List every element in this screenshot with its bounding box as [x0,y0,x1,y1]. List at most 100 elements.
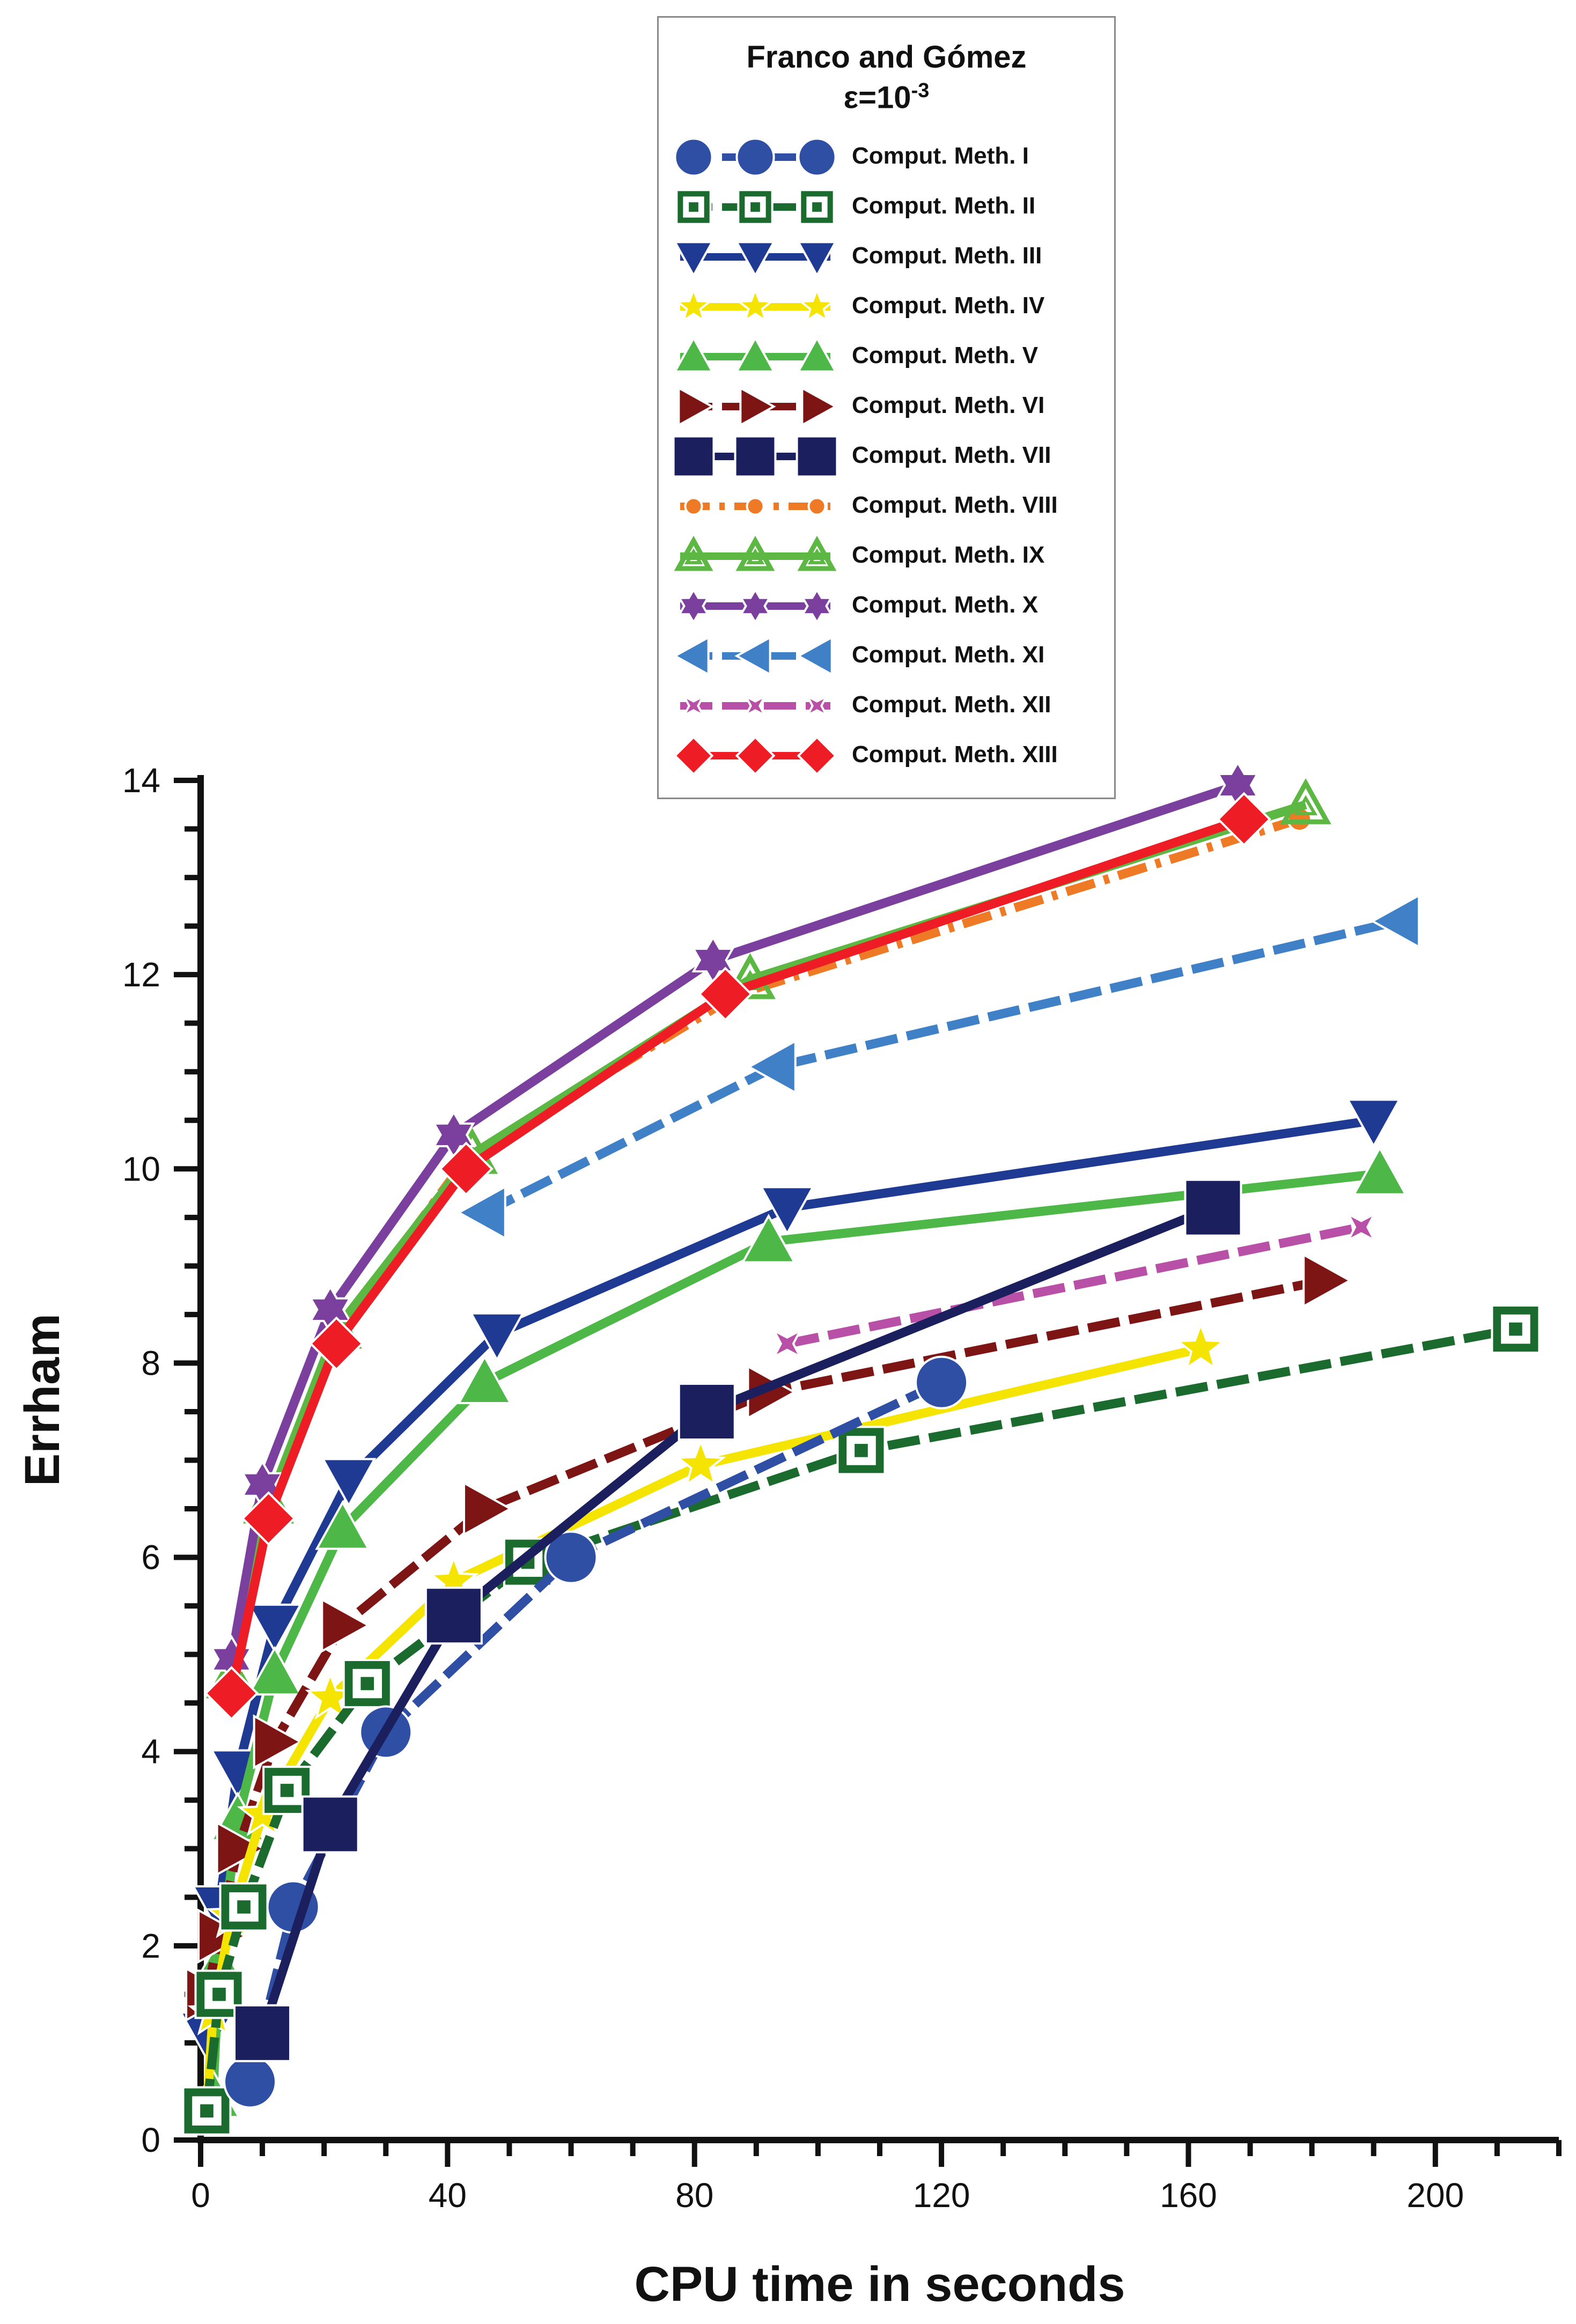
data-point [457,1354,512,1405]
x-tick-label: 160 [1160,2176,1217,2215]
legend-label: Comput. Meth. IV [852,292,1045,319]
legend-entry: Comput. Meth. IX [659,532,1114,582]
legend-swatch [680,497,830,516]
y-axis-label: Errham [15,1314,70,1486]
legend-label: Comput. Meth. XII [852,691,1051,718]
data-point [1280,778,1331,824]
series-12 [771,1211,1377,1360]
legend-marker [807,497,827,516]
legend-entry: Comput. Meth. V [659,333,1114,382]
legend-label: Comput. Meth. XIII [852,741,1058,768]
legend-title: Franco and Gómez [746,40,1027,75]
x-tick-label: 80 [675,2176,713,2215]
legend-marker [739,587,771,625]
data-point [698,967,753,1022]
data-point [321,1597,371,1653]
data-point [204,1666,259,1721]
legend-label: Comput. Meth. V [852,342,1039,368]
data-point [1491,1304,1541,1354]
legend-label: Comput. Meth. IX [852,542,1045,568]
data-point [1352,1146,1408,1196]
legend-label: Comput. Meth. VI [852,392,1045,418]
data-point [1370,894,1420,949]
series-line [786,1222,1363,1348]
data-point [1217,792,1271,847]
y-tick-label: 8 [141,1344,160,1382]
legend-entry: Comput. Meth. III [659,233,1114,283]
legend-label: Comput. Meth. III [852,242,1042,269]
axes: 0 2 4 6 8 10 12 14 0 40 80 120 160 200 [122,761,1562,2215]
series-13 [204,792,1271,1721]
legend-label: Comput. Meth. X [852,592,1039,618]
legend-label: Comput. Meth. VII [852,442,1051,468]
x-tick-label: 40 [429,2176,467,2215]
legend-swatch [673,336,837,373]
legend-entry: Comput. Meth. IV [659,283,1114,333]
data-point [456,1185,506,1241]
data-point [469,1312,525,1362]
legend-swatch [675,189,835,225]
data-point [301,1795,359,1854]
legend-entry: Comput. Meth. XIII [659,732,1114,781]
legend-marker [684,497,703,516]
legend-entry: Comput. Meth. XII [659,682,1114,732]
x-tick-label: 120 [913,2176,970,2215]
legend-marker [735,735,776,776]
legend-marker [797,241,837,278]
legend-marker [801,587,833,625]
y-tick-label: 10 [122,1149,160,1188]
legend-label: Comput. Meth. II [852,193,1036,219]
data-point [675,1438,726,1487]
y-tick-label: 14 [122,761,160,800]
legend-marker [673,336,714,373]
legend-marker [673,636,710,676]
data-point [463,1481,513,1537]
legend-marker [797,735,837,776]
legend-marker [735,535,775,571]
series-2 [182,1304,1541,2136]
y-tick-label: 6 [141,1538,160,1577]
legend-marker [673,241,714,278]
legend-swatch [674,286,836,323]
data-point [216,1821,266,1877]
legend-marker [801,386,838,427]
legend-marker [797,535,837,571]
series-layer [179,761,1541,2136]
legend-marker [735,336,776,373]
data-point [1345,1211,1377,1243]
data-point [247,1646,303,1696]
legend-entry: Comput. Meth. X [659,582,1114,632]
legend-swatch [673,735,837,776]
y-tick-label: 2 [141,1927,160,1965]
data-point [223,2055,277,2109]
data-point [219,1882,269,1932]
series-line [208,1169,1381,2097]
data-point [241,1491,296,1546]
data-point [315,1500,371,1550]
legend-swatch [680,693,830,718]
legend-marker [799,189,835,225]
legend-marker [735,137,775,177]
legend: Franco and Gómez ε=10-3 Comput. Meth. I C… [657,16,1116,799]
series-line [227,815,1246,1694]
legend-marker [734,435,777,478]
data-point [544,1530,598,1584]
legend-marker [746,497,765,516]
legend-entry: Comput. Meth. XI [659,632,1114,682]
legend-subtitle-base: ε=10 [843,80,911,115]
data-point [1175,1322,1226,1370]
legend-marker [739,386,776,427]
legend-subtitle-exponent: -3 [911,79,930,102]
legend-marker [796,435,838,478]
legend-marker [735,241,776,278]
legend-swatch [677,587,833,625]
legend-entry: Comput. Meth. VIII [659,482,1114,532]
legend-swatch [673,636,833,676]
legend-swatch [672,435,838,478]
legend-label: Comput. Meth. VIII [852,492,1058,518]
legend-entry: Comput. Meth. I [659,133,1114,183]
legend-marker [797,137,837,177]
y-tick-label: 4 [141,1732,160,1771]
legend-swatch [673,241,837,278]
data-point [182,2086,232,2136]
